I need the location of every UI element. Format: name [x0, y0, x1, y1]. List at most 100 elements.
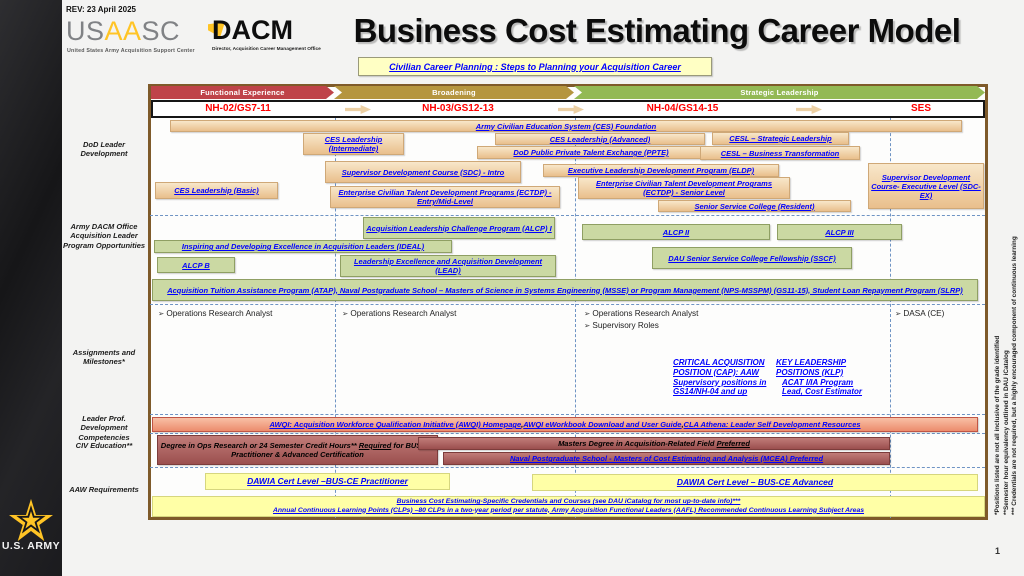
link-lead[interactable]: Leadership Excellence and Acquisition De… [353, 257, 543, 275]
assignment-nh03-ora: Operations Research Analyst [342, 309, 456, 318]
link-alcp2[interactable]: ALCP II [662, 227, 690, 237]
link-alcp3[interactable]: ALCP III [825, 227, 854, 237]
link-sdc-ex[interactable]: Supervisor Development Course- Executive… [871, 172, 981, 200]
subtitle-banner: Civilian Career Planning : Steps to Plan… [358, 57, 712, 76]
link-ppte[interactable]: DoD Public Private Talent Exchange (PPTE… [513, 148, 669, 157]
link-alcpb[interactable]: ALCP B [182, 260, 210, 270]
army-sidebar: U.S. ARMY [0, 0, 62, 576]
box-cesl-business: CESL – Business Transformation [700, 146, 860, 160]
footnote-credentials: *** Credentials are not required, but a … [1011, 236, 1019, 515]
usaasc-us: US [66, 16, 105, 46]
link-sscf[interactable]: DAU Senior Service College Fellowship (S… [668, 253, 836, 263]
box-ces-advanced: CES Leadership (Advanced) [495, 133, 705, 145]
column-divider [890, 118, 891, 518]
box-ces-foundation: Army Civilian Education System (CES) Fou… [170, 120, 962, 132]
assignment-nh04-supervisory: Supervisory Roles [584, 321, 658, 330]
link-atap[interactable]: Acquisition Tuition Assistance Program (… [167, 285, 963, 295]
link-ces-foundation[interactable]: Army Civilian Education System (CES) Fou… [475, 121, 657, 131]
row-divider [150, 467, 985, 468]
box-alcp3: ALCP III [777, 224, 902, 240]
box-ideal: Inspiring and Developing Excellence in A… [154, 240, 452, 253]
row-label-aaw: AAW Requirements [69, 485, 139, 494]
page-number: 1 [995, 546, 1001, 556]
degree-required: Required [358, 441, 392, 450]
link-ssc-resident[interactable]: Senior Service College (Resident) [694, 201, 815, 211]
link-ideal[interactable]: Inspiring and Developing Excellence in A… [181, 242, 425, 251]
link-clp-requirements[interactable]: Annual Continuous Learning Points (CLPs)… [272, 506, 865, 514]
box-alcpb: ALCP B [157, 257, 235, 273]
box-lead: Leadership Excellence and Acquisition De… [340, 255, 556, 277]
masters-preferred: Preferred [716, 439, 750, 448]
box-dawia-practitioner: DAWIA Cert Level –BUS-CE Practitioner [205, 473, 450, 490]
row-divider [150, 215, 985, 216]
row-label-assignments: Assignments and Milestones* [72, 348, 136, 367]
dacm-tagline: Director, Acquisition Career Management … [212, 47, 321, 52]
phase-broadening: Broadening [334, 86, 574, 99]
army-star-icon [9, 498, 53, 542]
grade-ses: SES [910, 103, 931, 114]
phase-functional-experience: Functional Experience [151, 86, 334, 99]
link-nps-mcea[interactable]: Naval Postgraduate School - Masters of C… [509, 454, 824, 463]
link-dawia-practitioner[interactable]: DAWIA Cert Level –BUS-CE Practitioner [247, 476, 408, 487]
row-divider [150, 414, 985, 415]
row-label-dod: DoD Leader Development [80, 140, 128, 159]
grade-arrow-icon [345, 105, 371, 114]
link-awqi-eworkbook[interactable]: AWQI eWorkbook Download and User Guide [523, 420, 682, 429]
link-cesl-business[interactable]: CESL – Business Transformation [720, 148, 840, 158]
assignment-nh04-ora: Operations Research Analyst [584, 309, 698, 318]
degree-text: Degree in Ops Research or 24 Semester Cr… [160, 441, 359, 450]
box-masters-preferred: Masters Degree in Acquisition-Related Fi… [418, 437, 890, 450]
grade-band: NH-02/GS7-11 NH-03/GS12-13 NH-04/GS14-15… [151, 100, 985, 118]
link-critical-acquisition-position[interactable]: CRITICAL ACQUISITION POSITION (CAP): AAW… [673, 358, 767, 397]
link-ectdp-entry[interactable]: Enterprise Civilian Talent Development P… [338, 188, 552, 206]
row-label-competencies: Leader Prof. Development Competencies [78, 414, 130, 442]
box-cesl-strategic: CESL – Strategic Leadership [712, 132, 849, 145]
cap-block: CRITICAL ACQUISITION POSITION (CAP): AAW… [673, 358, 771, 397]
box-atap: Acquisition Tuition Assistance Program (… [152, 279, 978, 301]
box-degree-requirement: Degree in Ops Research or 24 Semester Cr… [157, 435, 438, 465]
row-divider [150, 304, 985, 305]
link-dawia-advanced[interactable]: DAWIA Cert Level – BUS-CE Advanced [676, 477, 834, 488]
separator: , [681, 420, 684, 429]
career-planning-link[interactable]: Civilian Career Planning : Steps to Plan… [389, 61, 681, 72]
link-eldp[interactable]: Executive Leadership Development Program… [567, 166, 755, 175]
usaasc-tagline: United States Army Acquisition Support C… [67, 48, 195, 54]
link-ectdp-senior[interactable]: Enterprise Civilian Talent Development P… [595, 179, 773, 197]
box-ectdp-entry: Enterprise Civilian Talent Development P… [330, 186, 560, 208]
link-acat-program-lead[interactable]: ACAT I/IA Program Lead, Cost Estimator [782, 377, 863, 397]
link-sdc-intro[interactable]: Supervisor Development Course (SDC) - In… [341, 167, 505, 177]
link-alcp1[interactable]: Acquisition Leadership Challenge Program… [366, 223, 552, 233]
link-bus-ce-credentials[interactable]: Business Cost Estimating-Specific Creden… [396, 498, 741, 506]
footnotes: *Positions listed are not all inclusive … [994, 85, 1020, 515]
usaasc-sc: SC [141, 16, 181, 46]
usaasc-aa: AA [104, 16, 142, 46]
revision-date: REV: 23 April 2025 [66, 5, 136, 14]
degree-text-post: for BUS-CE Practitioner & Advanced Certi… [231, 441, 435, 459]
link-ces-basic[interactable]: CES Leadership (Basic) [174, 186, 259, 195]
assignment-ses-dasa: DASA (CE) [895, 309, 944, 318]
box-ces-intermediate: CES Leadership (Intermediate) [303, 133, 404, 155]
box-ectdp-senior: Enterprise Civilian Talent Development P… [578, 177, 790, 199]
box-sdc-intro: Supervisor Development Course (SDC) - In… [325, 161, 521, 183]
link-ces-advanced[interactable]: CES Leadership (Advanced) [549, 134, 651, 144]
page-title: Business Cost Estimating Career Model [353, 12, 961, 49]
link-cesl-strategic[interactable]: CESL – Strategic Leadership [729, 134, 832, 143]
box-ppte: DoD Public Private Talent Exchange (PPTE… [477, 146, 705, 159]
box-sscf: DAU Senior Service College Fellowship (S… [652, 247, 852, 269]
box-ces-basic: CES Leadership (Basic) [155, 182, 278, 199]
row-divider [150, 433, 985, 434]
column-divider [335, 118, 336, 518]
grade-nh02: NH-02/GS7-11 [205, 103, 271, 114]
separator: , [521, 420, 524, 429]
footnote-semester: **Semester hour equivalency outlined in … [1002, 350, 1010, 515]
footnote-positions: *Positions listed are not all inclusive … [994, 335, 1001, 515]
link-awqi-homepage[interactable]: AWQI: Acquisition Workforce Qualificatio… [269, 420, 522, 429]
link-key-leadership-positions[interactable]: KEY LEADERSHIP POSITIONS (KLP) [776, 358, 847, 377]
usaasc-logo: USAASC [66, 16, 180, 47]
link-ces-intermediate[interactable]: CES Leadership (Intermediate) [324, 135, 383, 153]
grade-nh03: NH-03/GS12-13 [422, 103, 494, 114]
box-dawia-advanced: DAWIA Cert Level – BUS-CE Advanced [532, 474, 978, 491]
box-alcp2: ALCP II [582, 224, 770, 240]
link-cla-athena[interactable]: CLA Athena: Leader Self Development Reso… [683, 420, 861, 429]
